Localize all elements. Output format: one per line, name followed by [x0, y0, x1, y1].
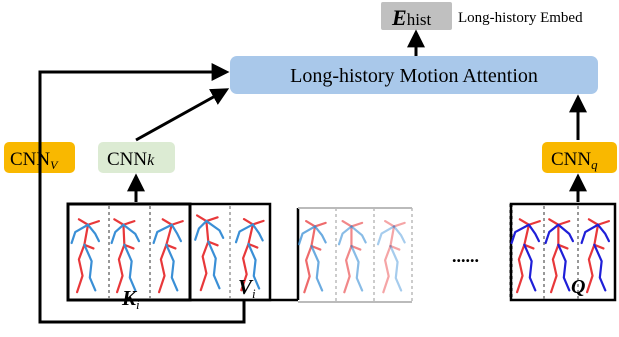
cnn-k-subscript: k: [147, 152, 155, 169]
skeleton-faded-1: [297, 220, 327, 294]
attention-label: Long-history Motion Attention: [290, 65, 538, 87]
ellipsis: ......: [452, 246, 479, 266]
cnn-k-label: CNNk: [107, 149, 155, 170]
skeleton-key-3: [152, 218, 184, 294]
value-label: Vi: [238, 275, 256, 301]
attention-box: [230, 56, 598, 94]
skeleton-query-2: [544, 218, 575, 294]
query-frames-strip: [509, 202, 617, 302]
embed-box: [381, 2, 452, 30]
key-label: Ki: [121, 286, 140, 312]
value-subscript: i: [252, 286, 256, 301]
arrow-values-loop: [38, 63, 246, 324]
skeleton-query-3: [580, 218, 611, 294]
cnn-q-subscript: q: [591, 157, 598, 172]
value-frames-strip: [190, 202, 300, 302]
query-label: Q: [571, 276, 585, 298]
skeleton-figures: [70, 214, 611, 294]
cnn-q-label: CNNq: [551, 149, 598, 172]
key-frames-strip: [66, 202, 192, 302]
cnn-v-subscript: V: [50, 158, 59, 172]
skeleton-key-2: [110, 218, 141, 294]
skeleton-value-2: [234, 218, 265, 292]
skeleton-query-1: [510, 218, 541, 294]
cnn-k-box: [98, 142, 175, 173]
skeleton-faded-2: [337, 220, 367, 294]
faded-frames-strip: [298, 207, 413, 303]
skeleton-faded-3: [376, 220, 406, 294]
skeleton-key-1: [70, 218, 101, 294]
embed-subscript: hist: [407, 10, 432, 29]
cnn-q-box: [542, 142, 617, 173]
key-subscript: i: [136, 297, 140, 312]
embed-symbol: Ehist: [391, 5, 432, 30]
embed-caption: Long-history Embed: [458, 10, 583, 26]
arrow-cnn-k-to-attention: [135, 88, 230, 142]
skeleton-value-1: [194, 214, 225, 292]
